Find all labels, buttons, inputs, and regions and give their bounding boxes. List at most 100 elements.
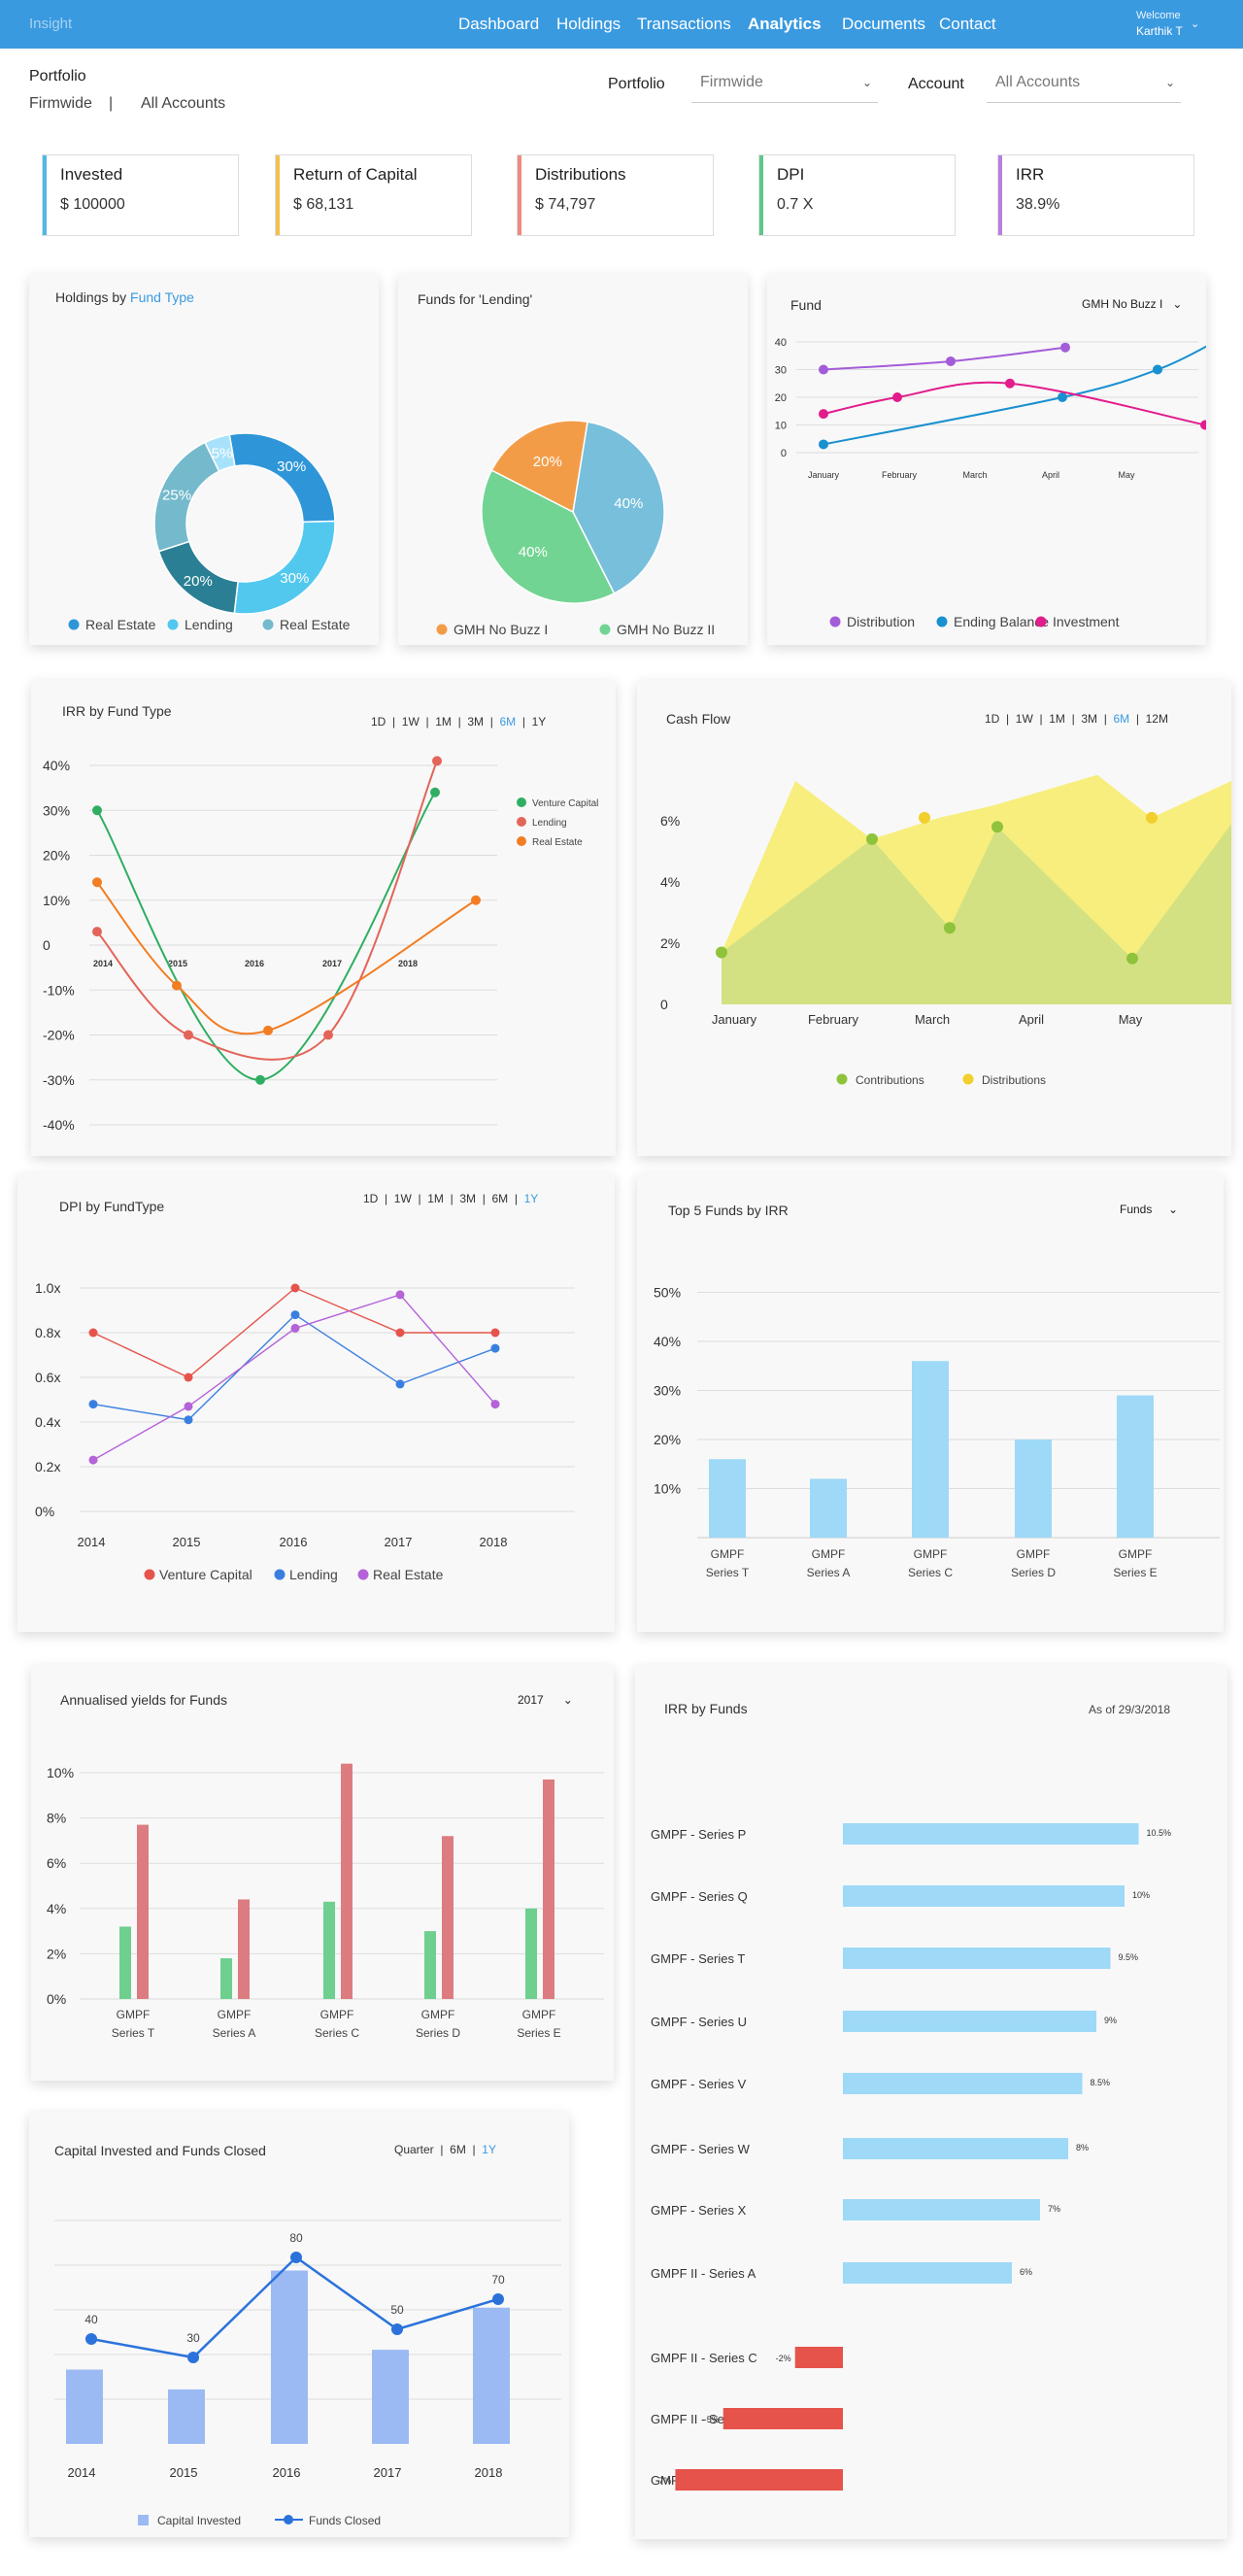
range-separator: | (451, 715, 468, 729)
app-logo[interactable]: Insight (29, 16, 73, 32)
y-tick-label: 4% (660, 874, 680, 890)
y-tick-label: 0% (47, 1991, 66, 2007)
holdings-slice-label: 25% (162, 487, 191, 503)
category-label: GMPF - Series U (651, 2015, 747, 2029)
yields-select[interactable]: 2017 ⌄ (518, 1693, 573, 1707)
x-tick-label: 2014 (68, 2465, 96, 2480)
range-option-6m[interactable]: 6M (499, 715, 517, 729)
fund-select[interactable]: GMH No Buzz I ⌄ (1082, 297, 1182, 311)
y-tick-label: 2% (47, 1946, 66, 1961)
dpi-card: DPI by FundType 1D | 1W | 1M | 3M | 6M |… (17, 1173, 615, 1632)
range-option-1m[interactable]: 1M (1049, 712, 1065, 726)
value-label: 10% (1132, 1890, 1150, 1900)
range-option-1m[interactable]: 1M (435, 715, 452, 729)
nav-contact[interactable]: Contact (939, 15, 996, 33)
x-tick-label: GMPF (522, 2008, 556, 2021)
portfolio-title: Portfolio (29, 68, 86, 85)
y-tick-label: 30% (43, 802, 70, 818)
x-tick-label: Series C (908, 1566, 953, 1579)
y-tick-label: 40% (654, 1334, 681, 1349)
top5-card: Top 5 Funds by IRR Funds ⌄ 50% 40% 30% 20% 1… (637, 1173, 1224, 1632)
range-option-3m[interactable]: 3M (459, 1192, 477, 1205)
lending-slice (572, 421, 665, 594)
yields-card: Annualised yields for Funds 2017 ⌄ 10% 8%… (31, 1665, 614, 2081)
top-navigation-bar: Insight Dashboard Holdings Transactions … (0, 0, 1243, 49)
chevron-down-icon: ⌄ (1164, 76, 1175, 89)
portfolio-select[interactable]: Firmwide ⌄ (691, 74, 878, 103)
legend-label: Ending Balance (954, 614, 1049, 629)
range-option-1d[interactable]: 1D (371, 715, 386, 729)
range-option-6m[interactable]: 6M (491, 1192, 509, 1205)
bar (424, 1931, 436, 1999)
data-label: 70 (491, 2273, 505, 2287)
range-option-6m[interactable]: 6M (1113, 712, 1130, 726)
y-tick-label: 20% (654, 1432, 681, 1447)
x-tick-label: 2015 (170, 2465, 198, 2480)
data-point (1060, 342, 1070, 353)
x-tick-label: Series C (315, 2026, 359, 2040)
y-tick-label: 30 (775, 365, 787, 377)
x-tick-label: Series T (112, 2026, 155, 2040)
range-option-1d[interactable]: 1D (363, 1192, 379, 1205)
x-tick-label: 2017 (385, 1535, 413, 1549)
x-tick-label: GMPF (1017, 1547, 1051, 1561)
range-option-1y[interactable]: 1Y (482, 2143, 496, 2156)
bar (525, 1908, 537, 1999)
range-option-1y[interactable]: 1Y (523, 1192, 539, 1205)
data-point (432, 756, 442, 766)
range-option-1m[interactable]: 1M (427, 1192, 444, 1205)
category-label: GMPF - Series X (651, 2203, 747, 2218)
range-option-6m[interactable]: 6M (450, 2143, 466, 2156)
data-point (85, 2333, 97, 2345)
y-tick-label: 10% (47, 1765, 74, 1780)
range-option-1w[interactable]: 1W (1015, 712, 1033, 726)
bar (794, 2347, 843, 2368)
range-separator: | (1032, 712, 1050, 726)
kpi-value: $ 68,131 (293, 196, 354, 213)
x-tick-label: Series E (1113, 1566, 1157, 1579)
nav-documents[interactable]: Documents (842, 15, 925, 33)
top5-select[interactable]: Funds ⌄ (1120, 1203, 1178, 1216)
bar (843, 2262, 1012, 2284)
range-option-1w[interactable]: 1W (401, 715, 420, 729)
range-option-3m[interactable]: 3M (1081, 712, 1098, 726)
fund-type-link[interactable]: Fund Type (130, 289, 194, 305)
data-point (471, 895, 481, 905)
yields-select-value: 2017 (518, 1693, 544, 1707)
legend-marker (936, 616, 948, 627)
nav-analytics[interactable]: Analytics (748, 15, 822, 33)
account-select[interactable]: All Accounts ⌄ (987, 74, 1181, 103)
x-tick-label: 2015 (173, 1535, 201, 1549)
bar (843, 2138, 1068, 2159)
range-option-1y[interactable]: 1Y (531, 715, 547, 729)
irr-funds-bar-chart: GMPF - Series P 10.5% GMPF - Series Q 10% GM… (651, 1823, 1171, 2491)
user-name[interactable]: Karthik T (1136, 24, 1183, 38)
lending-slice-label: 20% (533, 454, 562, 470)
kpi-value: 38.9% (1016, 196, 1060, 213)
range-option-12m[interactable]: 12M (1145, 712, 1168, 726)
range-separator: | (1129, 712, 1146, 726)
range-option-1w[interactable]: 1W (393, 1192, 412, 1205)
data-point (88, 1455, 98, 1465)
legend-label: Funds Closed (309, 2514, 381, 2527)
cash-range-selector: 1D | 1W | 1M | 3M | 6M | 12M (985, 712, 1168, 726)
legend-marker (274, 1569, 286, 1580)
x-tick-label: February (882, 470, 918, 480)
legend-marker (357, 1569, 369, 1580)
user-menu-chevron-icon[interactable]: ⌄ (1191, 18, 1200, 30)
legend-marker (517, 797, 526, 807)
legend-label: Capital Invested (157, 2514, 241, 2527)
nav-transactions[interactable]: Transactions (637, 15, 731, 33)
nav-holdings[interactable]: Holdings (556, 15, 622, 33)
x-tick-label: Series A (213, 2026, 256, 2040)
legend-label: Contributions (856, 1073, 924, 1087)
range-option-quarter[interactable]: Quarter (394, 2143, 434, 2156)
range-option-3m[interactable]: 3M (467, 715, 485, 729)
x-tick-label: May (1118, 470, 1135, 480)
y-tick-label: 0.4x (35, 1414, 60, 1430)
range-separator: | (508, 1192, 524, 1205)
kpi-label: DPI (777, 165, 805, 184)
nav-dashboard[interactable]: Dashboard (458, 15, 540, 33)
x-tick-label: March (915, 1012, 950, 1027)
range-option-1d[interactable]: 1D (985, 712, 1000, 726)
